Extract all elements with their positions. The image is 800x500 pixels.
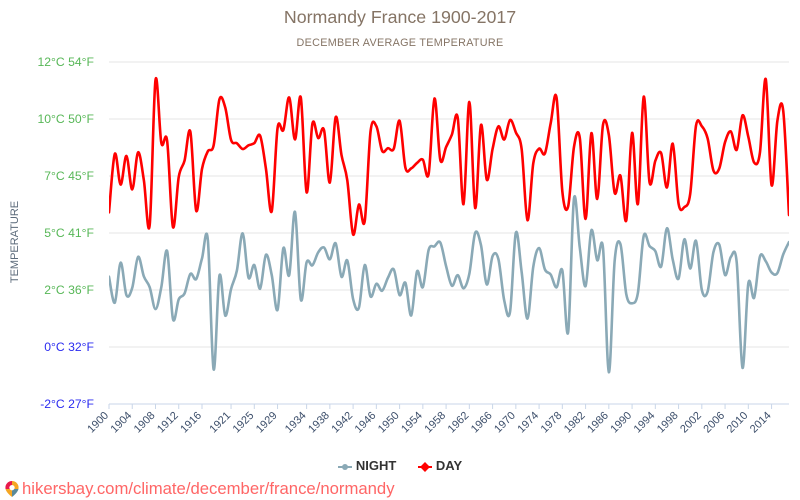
svg-text:1962: 1962: [446, 410, 472, 436]
svg-text:1982: 1982: [562, 410, 588, 436]
svg-text:1970: 1970: [492, 410, 518, 436]
svg-text:1912: 1912: [155, 410, 181, 436]
svg-text:1929: 1929: [254, 410, 280, 436]
svg-text:1958: 1958: [422, 410, 448, 436]
svg-text:1950: 1950: [376, 410, 402, 436]
svg-text:1966: 1966: [469, 410, 495, 436]
svg-text:1908: 1908: [132, 410, 158, 436]
svg-text:1904: 1904: [109, 410, 135, 436]
svg-text:2010: 2010: [725, 410, 751, 436]
svg-text:1946: 1946: [353, 410, 379, 436]
svg-text:5°C 41°F: 5°C 41°F: [44, 226, 94, 240]
svg-text:1925: 1925: [231, 410, 257, 436]
svg-text:7°C 45°F: 7°C 45°F: [44, 169, 94, 183]
svg-text:1942: 1942: [329, 410, 355, 436]
svg-text:1978: 1978: [539, 410, 565, 436]
svg-text:2014: 2014: [748, 410, 774, 436]
svg-text:1921: 1921: [207, 410, 233, 436]
svg-text:2°C 36°F: 2°C 36°F: [44, 283, 94, 297]
svg-text:1974: 1974: [515, 410, 541, 436]
svg-text:1990: 1990: [608, 410, 634, 436]
svg-text:-2°C 27°F: -2°C 27°F: [40, 397, 94, 411]
svg-text:1900: 1900: [85, 410, 111, 436]
svg-text:0°C 32°F: 0°C 32°F: [44, 340, 94, 354]
svg-text:1934: 1934: [283, 410, 309, 436]
svg-text:1994: 1994: [632, 410, 658, 436]
svg-text:1954: 1954: [399, 410, 425, 436]
svg-text:1916: 1916: [178, 410, 204, 436]
svg-text:12°C 54°F: 12°C 54°F: [38, 55, 95, 69]
svg-text:10°C 50°F: 10°C 50°F: [38, 112, 95, 126]
svg-text:1986: 1986: [585, 410, 611, 436]
svg-text:1998: 1998: [655, 410, 681, 436]
svg-text:1938: 1938: [306, 410, 332, 436]
svg-text:2006: 2006: [701, 410, 727, 436]
svg-text:2002: 2002: [678, 410, 704, 436]
